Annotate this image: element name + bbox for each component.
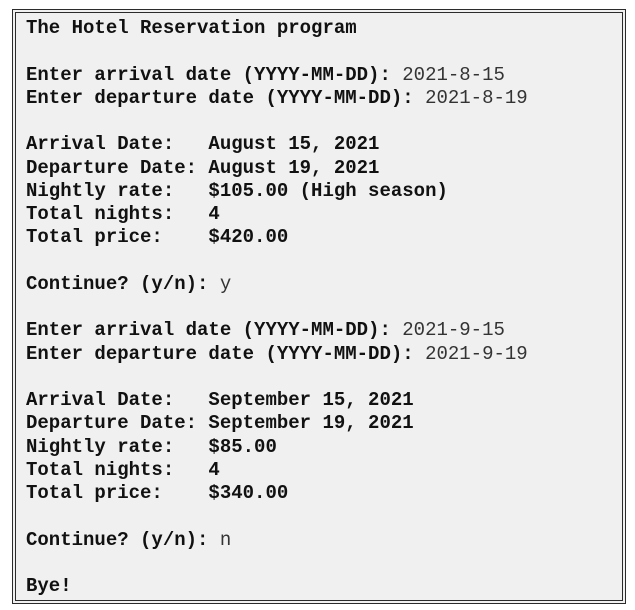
console-line: Enter departure date (YYYY-MM-DD): 2021-…: [26, 343, 622, 366]
user-input: 2021-9-15: [402, 319, 505, 342]
console-line: The Hotel Reservation program: [26, 17, 622, 40]
user-input: y: [219, 272, 232, 295]
console-line: Continue? (y/n): y: [26, 273, 622, 296]
console-line: Total price: $340.00: [26, 482, 622, 505]
user-input: n: [219, 528, 232, 551]
console-text: Continue? (y/n):: [26, 272, 220, 295]
console-line: Enter arrival date (YYYY-MM-DD): 2021-9-…: [26, 319, 622, 342]
console-text: Total nights: 4: [26, 458, 220, 481]
user-input: 2021-9-19: [425, 342, 528, 365]
output-block: Enter arrival date (YYYY-MM-DD): 2021-8-…: [26, 64, 622, 111]
console-text: Enter arrival date (YYYY-MM-DD):: [26, 319, 403, 342]
console-text: Departure Date: August 19, 2021: [26, 156, 380, 179]
console-window: The Hotel Reservation program Enter arriv…: [12, 9, 626, 604]
output-block: Arrival Date: September 15, 2021 Departur…: [26, 389, 622, 505]
console-line: Enter departure date (YYYY-MM-DD): 2021-…: [26, 87, 622, 110]
console-text: Total nights: 4: [26, 203, 220, 225]
console-text: Bye!: [26, 575, 72, 597]
console-line: Nightly rate: $85.00: [26, 436, 622, 459]
output-block: The Hotel Reservation program: [26, 17, 622, 40]
console-line: Departure Date: August 19, 2021: [26, 157, 622, 180]
console-line: Bye!: [26, 575, 622, 598]
console-line: Arrival Date: September 15, 2021: [26, 389, 622, 412]
console-text: Enter departure date (YYYY-MM-DD):: [26, 342, 426, 365]
console-text: Arrival Date: August 15, 2021: [26, 133, 380, 156]
console-text: Total price: $420.00: [26, 226, 289, 249]
console-text: Total price: $340.00: [26, 482, 289, 504]
output-block: Arrival Date: August 15, 2021 Departure D…: [26, 133, 622, 249]
console-line: Total nights: 4: [26, 459, 622, 482]
user-input: 2021-8-15: [402, 63, 505, 86]
console-text: Arrival Date: September 15, 2021: [26, 389, 414, 411]
user-input: 2021-8-19: [425, 86, 528, 109]
output-block: Continue? (y/n): y: [26, 273, 622, 296]
console-text: Continue? (y/n):: [26, 528, 220, 551]
console-line: Arrival Date: August 15, 2021: [26, 133, 622, 156]
console-line: Total nights: 4: [26, 203, 622, 226]
console-line: Departure Date: September 19, 2021: [26, 412, 622, 435]
console-text: Nightly rate: $85.00: [26, 435, 277, 458]
console-text: Departure Date: September 19, 2021: [26, 412, 414, 435]
output-block: Continue? (y/n): n: [26, 529, 622, 552]
console-text: Enter arrival date (YYYY-MM-DD):: [26, 63, 403, 86]
console-text: The Hotel Reservation program: [26, 17, 357, 39]
console-line: Nightly rate: $105.00 (High season): [26, 180, 622, 203]
console-text: Nightly rate: $105.00 (High season): [26, 179, 448, 202]
output-block: Bye!: [26, 575, 622, 598]
console-line: Continue? (y/n): n: [26, 529, 622, 552]
output-block: Enter arrival date (YYYY-MM-DD): 2021-9-…: [26, 319, 622, 366]
console-line: Total price: $420.00: [26, 226, 622, 249]
console-line: Enter arrival date (YYYY-MM-DD): 2021-8-…: [26, 64, 622, 87]
console-text: Enter departure date (YYYY-MM-DD):: [26, 86, 426, 109]
